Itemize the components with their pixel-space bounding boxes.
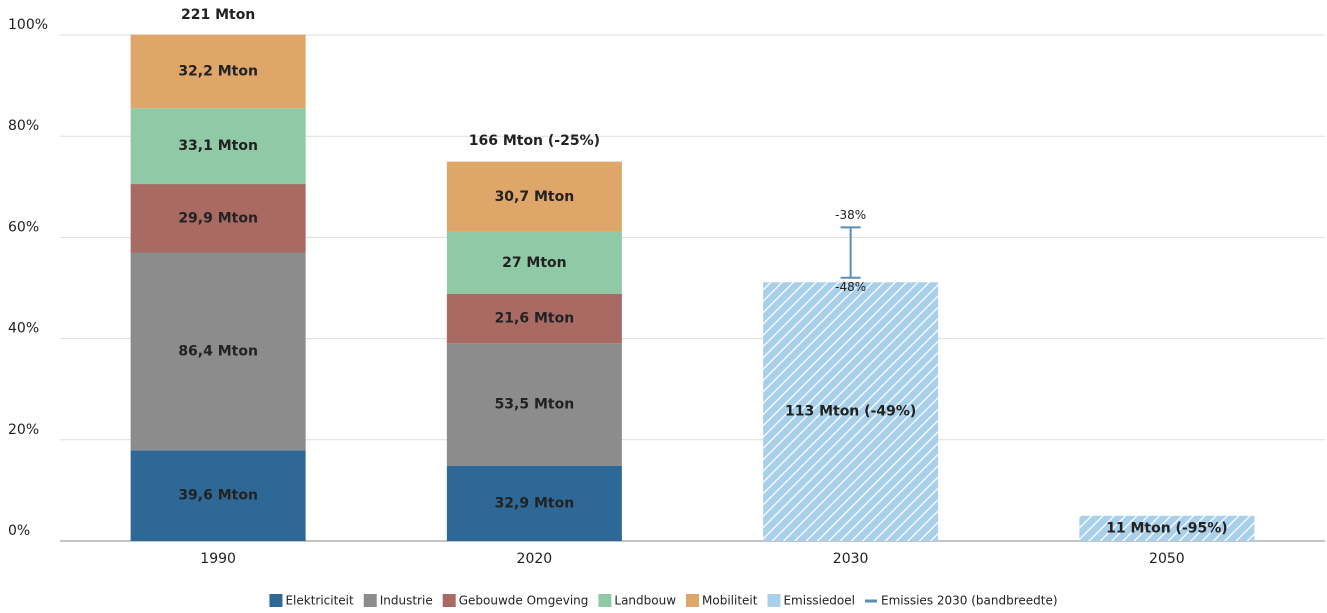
bar-segment <box>446 343 622 466</box>
x-tick-label: 1990 <box>200 551 236 567</box>
data-label: 113 Mton (-49%) <box>785 404 916 420</box>
bar-segment <box>130 34 306 109</box>
legend-label: Mobiliteit <box>702 594 758 608</box>
bar-segment <box>130 252 306 451</box>
legend-label: Emissiedoel <box>783 594 855 608</box>
data-label: 21,6 Mton <box>495 310 575 326</box>
legend-label: Landbouw <box>614 594 676 608</box>
legend-swatch <box>442 594 456 607</box>
legend-swatch <box>269 594 283 607</box>
legend-label: Industrie <box>380 594 433 608</box>
x-tick-label: 2050 <box>1149 551 1185 567</box>
legend-label: Gebouwde Omgeving <box>459 594 589 608</box>
y-tick-label: 0% <box>8 523 30 539</box>
bar-segment <box>1079 515 1255 541</box>
y-tick-label: 40% <box>8 321 39 337</box>
total-label: 166 Mton (-25%) <box>469 133 600 149</box>
bar-segment <box>130 108 306 185</box>
bar-segment <box>446 465 622 541</box>
legend-label: Elektriciteit <box>285 594 354 608</box>
legend-swatch <box>686 594 700 607</box>
legend-label: Emissies 2030 (bandbreedte) <box>881 594 1058 608</box>
x-tick-label: 2030 <box>833 551 869 567</box>
bar-segment <box>446 161 622 232</box>
data-label: 32,2 Mton <box>178 63 258 79</box>
bar-segment <box>446 231 622 294</box>
legend-swatch <box>363 594 377 607</box>
bar-segment <box>763 282 939 541</box>
legend-swatch <box>598 594 612 607</box>
data-label: 30,7 Mton <box>495 189 575 205</box>
data-label: 32,9 Mton <box>495 495 575 511</box>
legend: Elektriciteit Industrie Gebouwde Omgeving L… <box>269 594 1058 608</box>
data-label: 86,4 Mton <box>178 343 258 359</box>
y-tick-label: 100% <box>8 17 48 33</box>
bar-segment <box>446 293 622 344</box>
data-label: 33,1 Mton <box>178 138 258 154</box>
total-label: 221 Mton <box>181 7 255 23</box>
bar-segment <box>130 450 306 541</box>
data-label: 29,9 Mton <box>178 210 258 226</box>
band-label: -38% <box>835 208 866 222</box>
y-tick-label: 20% <box>8 422 39 438</box>
y-tick-label: 80% <box>8 118 39 134</box>
y-tick-label: 60% <box>8 219 39 235</box>
bar-segment <box>130 184 306 253</box>
data-label: 11 Mton (-95%) <box>1106 520 1228 536</box>
legend-swatch <box>767 594 781 607</box>
data-label: 39,6 Mton <box>178 488 258 504</box>
band-label: -48% <box>835 280 866 294</box>
x-tick-label: 2020 <box>517 551 553 567</box>
data-label: 27 Mton <box>502 255 567 271</box>
data-label: 53,5 Mton <box>495 396 575 412</box>
